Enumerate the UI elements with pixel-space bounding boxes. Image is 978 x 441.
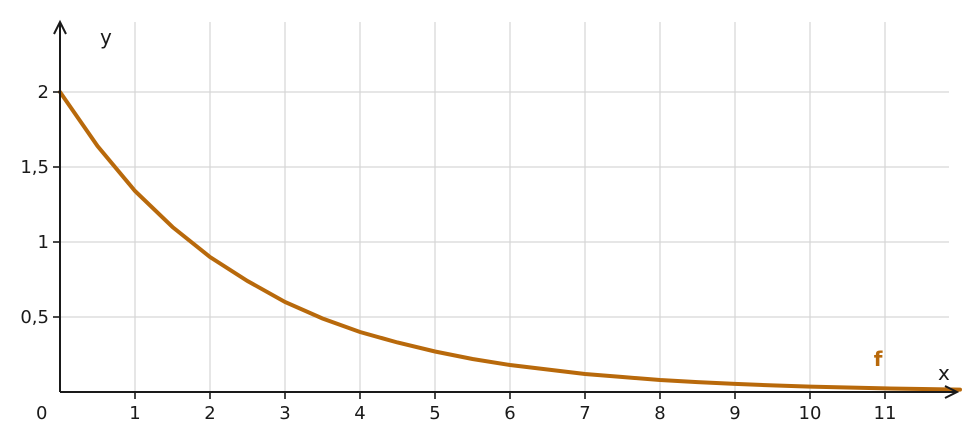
tick-labels: 1 2 3 4 5 6 7 8 9 10 11 0,5 1 1,5 2 xyxy=(20,82,896,424)
y-axis-label: y xyxy=(100,25,112,49)
y-tick-label-4: 2 xyxy=(38,82,49,103)
x-tick-label-3: 3 xyxy=(279,403,290,424)
x-tick-label-11: 11 xyxy=(874,403,897,424)
y-tick-label-2: 1 xyxy=(38,232,49,253)
x-tick-label-5: 5 xyxy=(429,403,440,424)
curves: f xyxy=(58,90,962,392)
y-tick-label-3: 1,5 xyxy=(20,157,49,178)
axes xyxy=(53,19,960,399)
grid xyxy=(60,22,949,392)
x-tick-label-1: 1 xyxy=(129,403,140,424)
x-tick-label-6: 6 xyxy=(504,403,515,424)
x-tick-label-2: 2 xyxy=(204,403,215,424)
x-tick-label-9: 9 xyxy=(729,403,740,424)
x-axis-arrow xyxy=(944,385,960,399)
x-tick-label-7: 7 xyxy=(579,403,590,424)
x-tick-label-4: 4 xyxy=(354,403,365,424)
origin-label: 0 xyxy=(36,403,47,424)
x-tick-label-10: 10 xyxy=(799,403,822,424)
x-axis-label: x xyxy=(938,361,950,385)
series-line-f xyxy=(58,90,962,392)
ticks xyxy=(53,91,886,399)
x-tick-label-8: 8 xyxy=(654,403,665,424)
series-label-f: f xyxy=(874,347,883,371)
y-axis-arrow xyxy=(53,19,67,35)
y-tick-label-1: 0,5 xyxy=(20,307,49,328)
